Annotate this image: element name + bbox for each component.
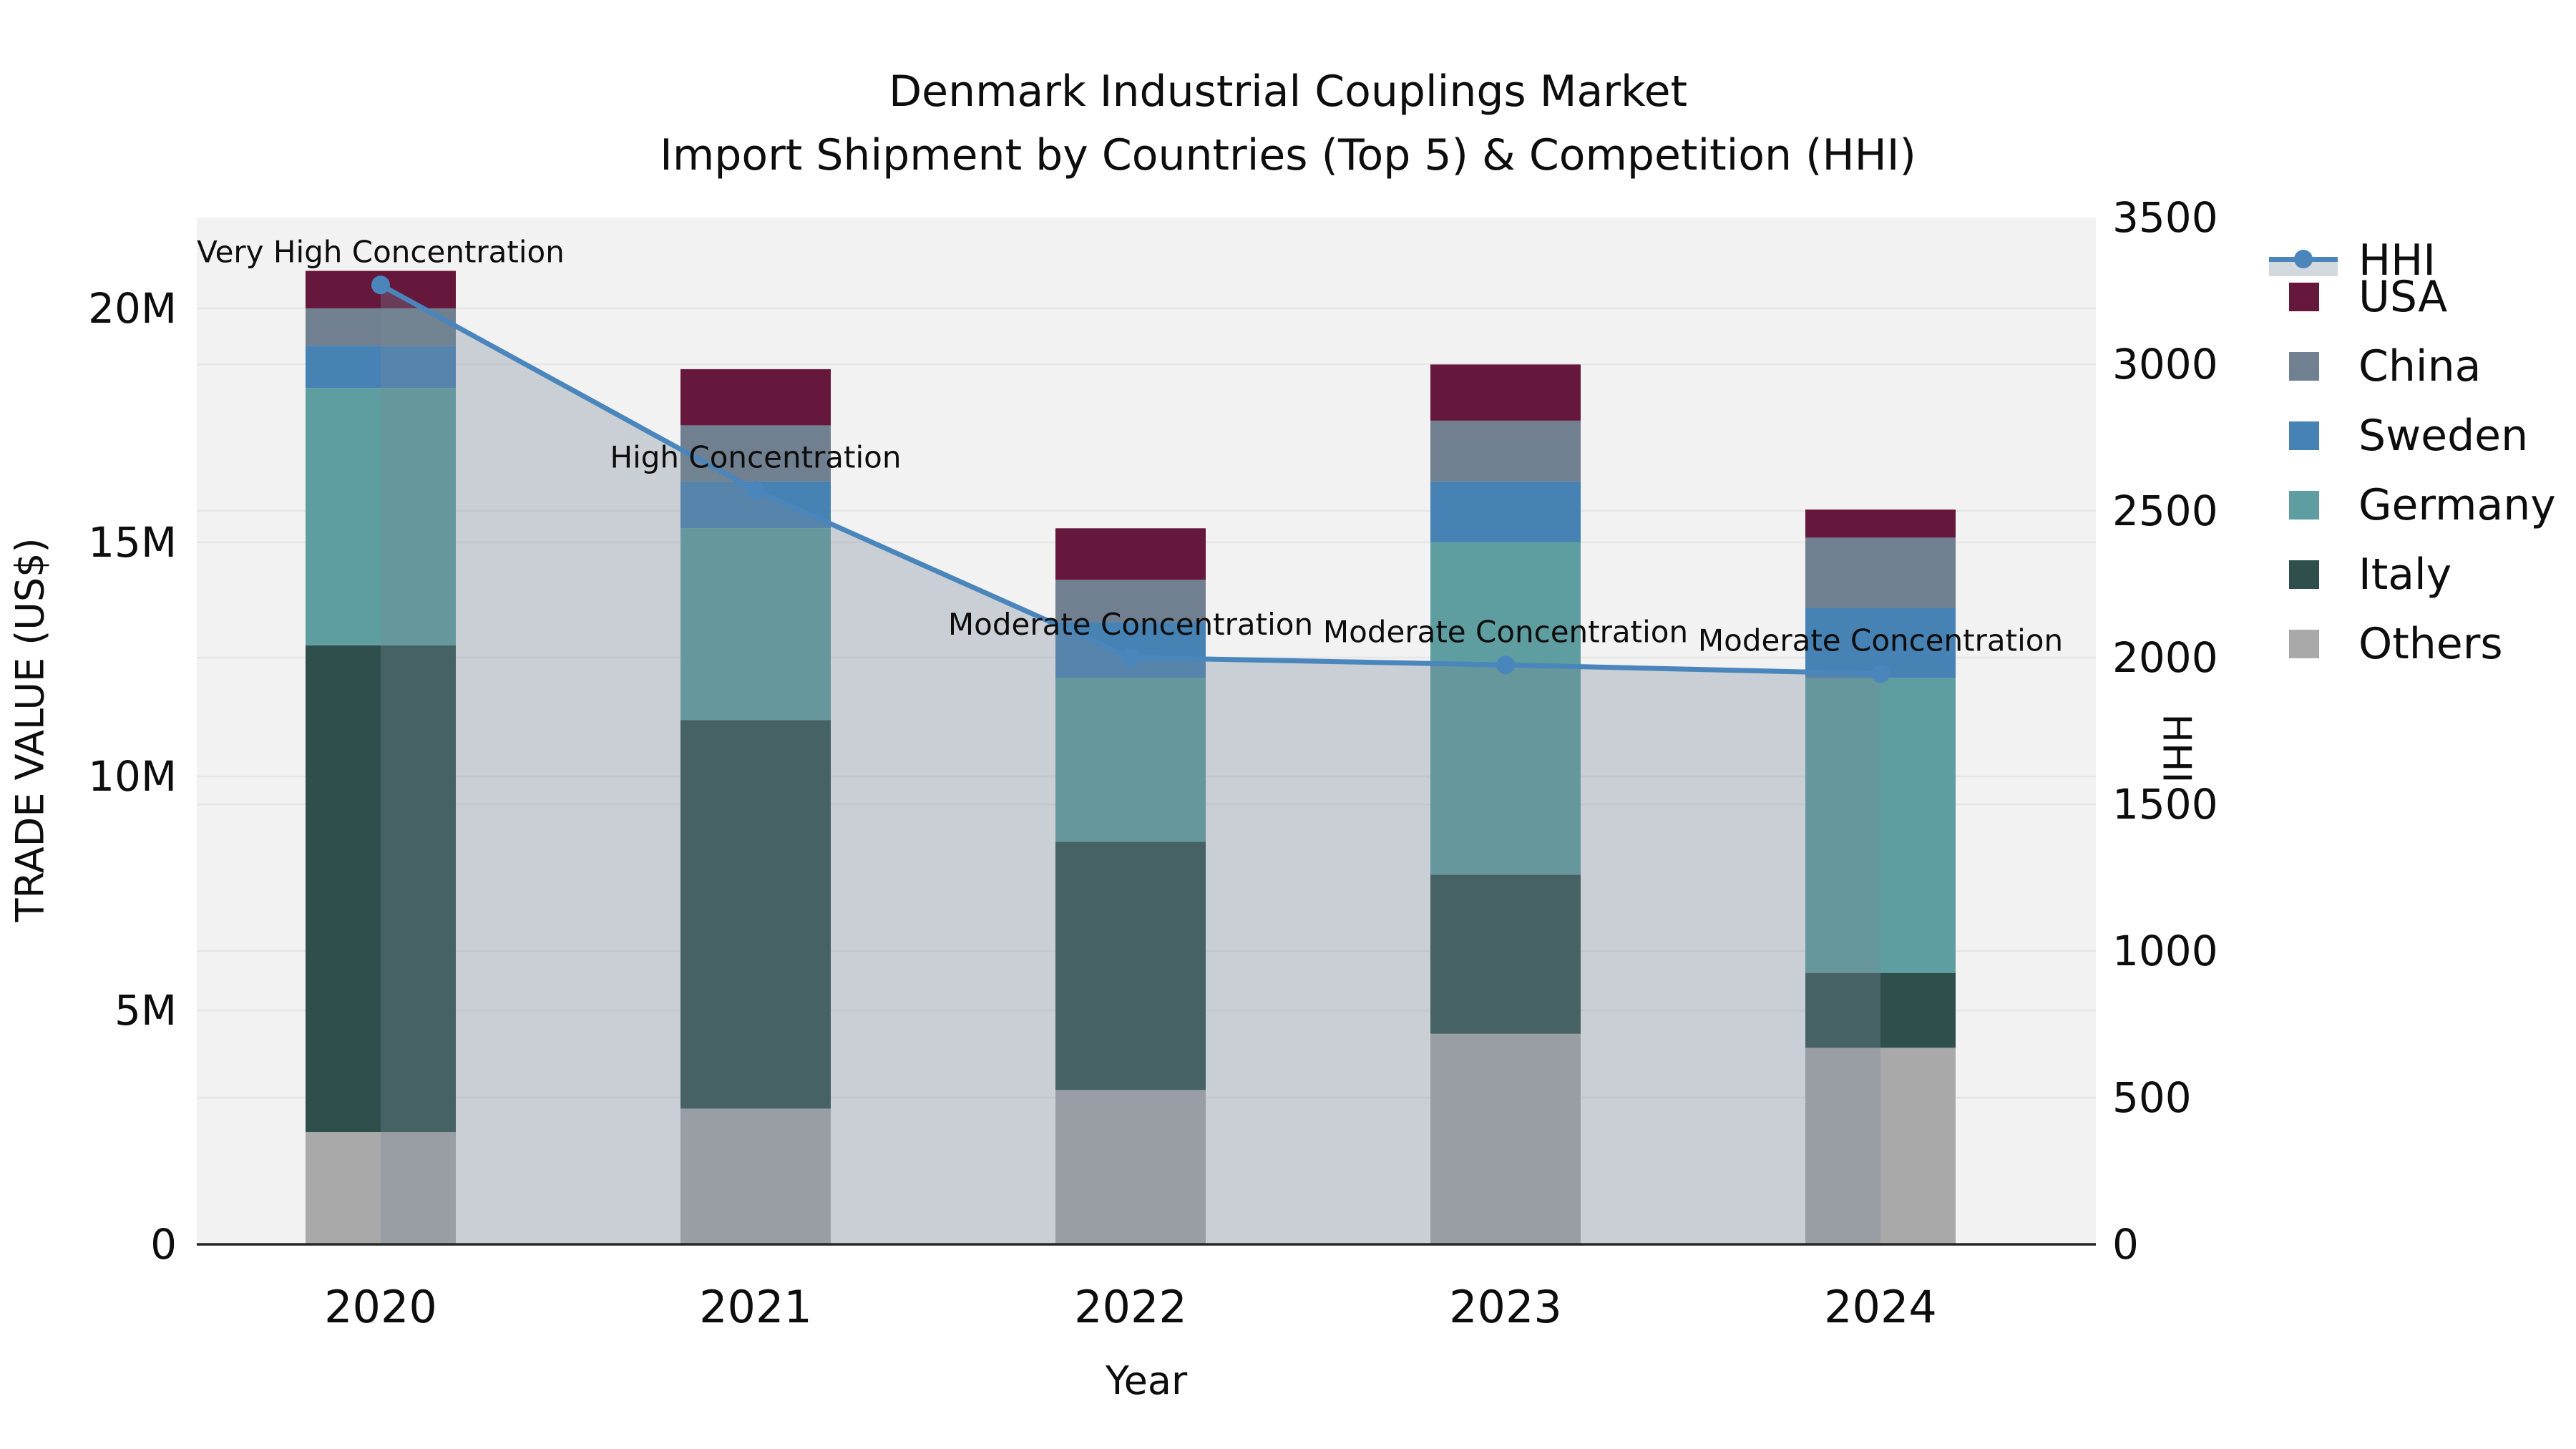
color-swatch-icon: [2261, 610, 2353, 679]
color-swatch-icon: [2261, 401, 2353, 471]
hhi-marker-2021: [746, 481, 765, 500]
legend-item-germany: Germany: [2261, 471, 2556, 540]
y-right-tick-2000: 2000: [2112, 633, 2218, 682]
legend-item-usa: USA: [2261, 263, 2447, 332]
bar-segment-others-2020: [306, 1132, 456, 1244]
legend-item-sweden: Sweden: [2261, 401, 2528, 471]
bar-segment-china-2023: [1430, 420, 1581, 482]
bar-segment-italy-2020: [306, 645, 456, 1133]
x-tick-2023: 2023: [1449, 1281, 1562, 1333]
annotation-label: High Concentration: [610, 439, 902, 474]
bar-segment-usa-2023: [1430, 364, 1581, 421]
bar-segment-china-2024: [1805, 537, 1956, 608]
bar-segment-others-2024: [1805, 1048, 1956, 1244]
y-left-tick-0: 0: [150, 1220, 177, 1269]
bar-segment-italy-2022: [1055, 841, 1206, 1091]
bar-segment-usa-2021: [680, 369, 831, 426]
legend-label: HHI: [2358, 235, 2436, 286]
color-swatch-icon: [2261, 540, 2353, 610]
legend-item-china: China: [2261, 332, 2481, 401]
y-right-tick-1000: 1000: [2112, 927, 2218, 975]
y-right-tick-3000: 3000: [2112, 340, 2218, 389]
hhi-marker-2020: [371, 275, 390, 295]
color-swatch-icon: [2261, 332, 2353, 401]
y-right-tick-2500: 2500: [2112, 487, 2218, 535]
chart-title: Denmark Industrial Couplings Market Impo…: [0, 60, 2576, 187]
y-left-tick-20M: 20M: [88, 284, 177, 333]
legend-item-others: Others: [2261, 610, 2503, 679]
bar-segment-germany-2023: [1430, 542, 1581, 875]
bar-segment-germany-2022: [1055, 678, 1206, 842]
bar-segment-italy-2024: [1805, 972, 1956, 1048]
y-right-tick-0: 0: [2112, 1220, 2139, 1269]
annotation-label: Moderate Concentration: [1698, 623, 2063, 658]
bar-segment-others-2023: [1430, 1033, 1581, 1244]
hhi-area-fill: [381, 285, 1880, 1244]
bar-segment-germany-2020: [306, 388, 456, 645]
bar-segment-sweden-2023: [1430, 481, 1581, 542]
chart-title-line2: Import Shipment by Countries (Top 5) & C…: [660, 130, 1916, 180]
legend-item-hhi: HHI: [2261, 226, 2436, 296]
y-left-tick-5M: 5M: [114, 986, 177, 1035]
hhi-marker-2022: [1121, 648, 1140, 667]
y-left-tick-15M: 15M: [88, 518, 177, 567]
x-tick-2022: 2022: [1074, 1281, 1187, 1333]
y-left-tick-10M: 10M: [88, 752, 177, 801]
color-swatch-icon: [2261, 263, 2353, 332]
bar-segment-germany-2024: [1805, 678, 1956, 973]
annotation-label: Moderate Concentration: [1323, 614, 1688, 649]
x-tick-2024: 2024: [1824, 1281, 1937, 1333]
color-swatch-icon: [2261, 471, 2353, 540]
legend-label: Germany: [2358, 480, 2556, 530]
bar-segment-germany-2021: [680, 528, 831, 721]
legend-label: China: [2358, 341, 2482, 391]
annotation-label: Very High Concentration: [197, 234, 565, 269]
bar-segment-usa-2024: [1805, 509, 1956, 538]
bar-segment-italy-2023: [1430, 874, 1581, 1034]
bar-segment-china-2021: [680, 425, 831, 482]
chart-title-line1: Denmark Industrial Couplings Market: [888, 67, 1688, 117]
bar-segment-others-2021: [680, 1108, 831, 1244]
hhi-marker-2023: [1496, 655, 1515, 675]
y-axis-right-label: HHI: [2154, 713, 2200, 784]
legend-label: Sweden: [2358, 411, 2529, 461]
x-tick-2020: 2020: [324, 1281, 437, 1333]
y-axis-left-label: TRADE VALUE (US$): [7, 537, 53, 922]
bar-segment-sweden-2020: [306, 346, 456, 389]
bar-segment-italy-2021: [680, 720, 831, 1109]
y-right-tick-500: 500: [2112, 1073, 2192, 1122]
bar-segment-others-2022: [1055, 1090, 1206, 1244]
legend-label: Italy: [2358, 550, 2452, 600]
hhi-marker-2024: [1871, 664, 1890, 683]
hhi-line-swatch-icon: [2261, 226, 2353, 296]
y-right-tick-3500: 3500: [2112, 193, 2218, 242]
bar-segment-china-2022: [1055, 580, 1206, 623]
x-tick-2021: 2021: [699, 1281, 812, 1333]
x-axis-label: Year: [1105, 1358, 1188, 1403]
bar-segment-usa-2022: [1055, 528, 1206, 580]
y-right-tick-1500: 1500: [2112, 780, 2218, 829]
annotation-label: Moderate Concentration: [948, 607, 1313, 642]
legend-label: Others: [2358, 619, 2503, 669]
legend-item-italy: Italy: [2261, 540, 2451, 610]
legend-label: USA: [2358, 272, 2448, 322]
